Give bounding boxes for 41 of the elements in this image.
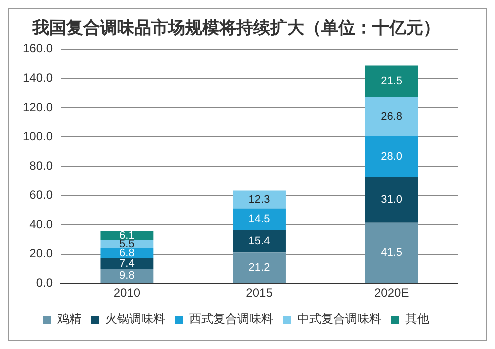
data-label: 14.5 (248, 213, 270, 226)
bar (365, 136, 418, 178)
y-tick-label: 120.0 (23, 100, 54, 114)
y-tick-label: 100.0 (23, 130, 54, 144)
y-tick-label: 80.0 (30, 158, 54, 173)
data-label: 15.4 (248, 235, 270, 248)
legend-label: 西式复合调味料 (190, 312, 274, 326)
bar (233, 252, 286, 284)
y-tick-label: 140.0 (23, 70, 54, 85)
data-label: 31.0 (381, 194, 403, 206)
bar (233, 208, 286, 230)
data-label: 6.8 (120, 247, 135, 260)
x-tick-label: 2020E (374, 286, 410, 300)
y-tick-label: 60.0 (30, 188, 54, 202)
bar (365, 66, 418, 98)
legend-label: 中式复合调味料 (298, 312, 382, 326)
data-label: 28.0 (381, 151, 403, 164)
data-label: 41.5 (381, 247, 403, 260)
data-label: 12.3 (248, 194, 270, 206)
chart-title: 我国复合调味品市场规模将持续扩大（单位：十亿元） (32, 18, 440, 39)
x-tick-label: 2015 (246, 286, 274, 300)
data-label: 9.8 (120, 270, 135, 282)
x-tick-label: 2010 (114, 286, 141, 300)
bar (100, 231, 154, 240)
bar (365, 222, 418, 284)
legend-label: 鸡精 (56, 312, 82, 326)
bar (233, 230, 286, 253)
y-tick-label: 160.0 (23, 42, 54, 56)
legend-label: 其他 (406, 312, 430, 326)
bar (233, 190, 286, 209)
y-tick-label: 40.0 (30, 217, 54, 232)
legend-label: 火锅调味料 (106, 312, 166, 326)
data-label: 21.2 (248, 262, 270, 274)
bar (365, 177, 418, 223)
bar (100, 258, 154, 270)
bar (365, 97, 418, 136)
data-label: 7.4 (120, 258, 135, 270)
y-tick-label: 20.0 (30, 246, 54, 261)
data-label: 26.8 (381, 110, 403, 123)
y-tick-label: 0.0 (36, 276, 54, 290)
data-label: 21.5 (381, 76, 403, 88)
